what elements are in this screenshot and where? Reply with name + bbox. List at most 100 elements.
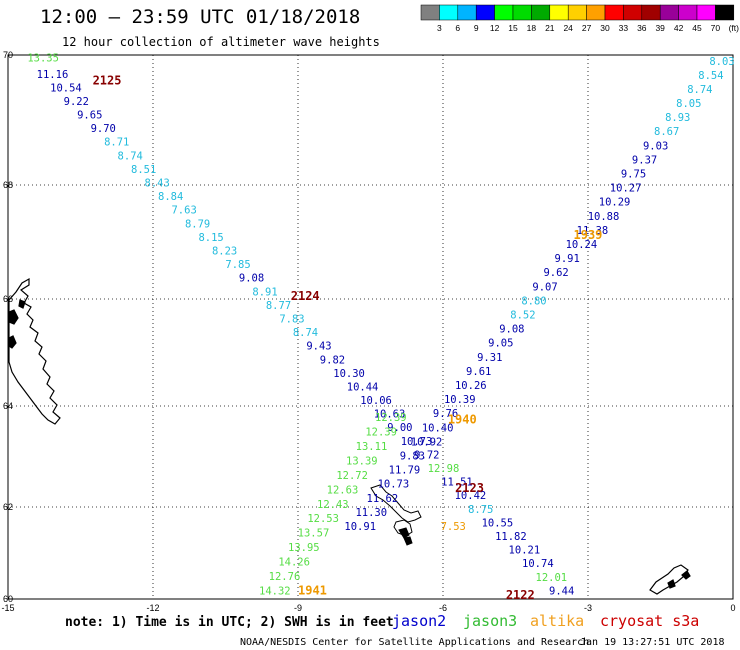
lat-axis-label: 60 <box>3 594 13 604</box>
faroe-islands <box>370 484 422 546</box>
pass-time-label: 1939 <box>574 228 603 242</box>
wave-height-label: 11.30 <box>355 507 387 519</box>
lon-axis-label: 0 <box>730 603 735 613</box>
color-scale-label: (ft) <box>729 23 740 33</box>
wave-height-label: 9.75 <box>621 169 646 181</box>
wave-height-label: 8.52 <box>510 310 535 322</box>
color-scale-swatch <box>641 4 661 21</box>
wave-height-label: 10.88 <box>588 211 620 223</box>
wave-height-label: 8.23 <box>212 245 237 257</box>
wave-height-label: 9.72 <box>414 449 439 461</box>
wave-height-label: 8.79 <box>185 218 210 230</box>
wave-height-label: 13.57 <box>298 528 330 540</box>
lat-axis-label: 64 <box>3 401 13 411</box>
color-scale-label: 70 <box>711 23 721 33</box>
color-scale-swatch <box>586 4 606 21</box>
wave-height-label: 10.30 <box>333 368 365 380</box>
color-scale-label: 9 <box>474 23 479 33</box>
wave-height-label: 9.65 <box>77 110 102 122</box>
wave-height-label: 12.63 <box>327 484 359 496</box>
wave-height-label: 8.74 <box>687 84 712 96</box>
pass-time-label: 2125 <box>93 73 122 87</box>
color-scale-label: 24 <box>563 23 573 33</box>
wave-height-label: 8.84 <box>158 191 183 203</box>
color-scale-swatch <box>475 4 495 21</box>
wave-height-label: 8.05 <box>676 98 701 110</box>
wave-height-label: 12.39 <box>375 412 407 424</box>
legend-jason3: jason3 <box>463 612 517 630</box>
lon-axis-label: -15 <box>1 603 14 613</box>
wave-height-label: 14.32 <box>259 585 291 597</box>
wave-height-label: 10.63 <box>374 409 406 421</box>
wave-height-label: 10.40 <box>422 422 454 434</box>
wave-height-label: 10.06 <box>360 395 392 407</box>
color-scale-swatch <box>531 4 551 21</box>
pass-time-label: 2124 <box>291 289 320 303</box>
color-scale-label: 27 <box>582 23 592 33</box>
pass-time-label: 1940 <box>448 413 477 427</box>
color-scale-label: 21 <box>545 23 555 33</box>
pass-time-label: 2123 <box>455 481 484 495</box>
wave-height-label: 8.77 <box>266 300 291 312</box>
wave-height-label: 12.98 <box>428 463 460 475</box>
wave-height-label: 10.54 <box>50 82 82 94</box>
wave-height-label: 8.54 <box>698 70 723 82</box>
color-scale-swatch <box>567 4 587 21</box>
wave-height-label: 8.03 <box>709 56 734 68</box>
wave-height-labels: 11.1610.549.229.659.708.718.748.518.438.… <box>27 53 734 603</box>
color-scale-swatch <box>623 4 643 21</box>
color-scale: 3 6 9 12 15 18 21 24 27 30 33 36 39 42 45 70 (ft) <box>420 4 740 33</box>
map-title: 12:00 — 23:59 UTC 01/18/2018 <box>40 6 360 28</box>
wave-height-label: 10.73 <box>401 436 433 448</box>
wave-height-label: 10.73 <box>378 479 410 491</box>
lon-axis-label: -12 <box>146 603 159 613</box>
lon-axis-label: -9 <box>294 603 302 613</box>
wave-height-label: 11.51 <box>441 477 473 489</box>
wave-height-label: 9.05 <box>488 338 513 350</box>
wave-height-label: 8.43 <box>145 178 170 190</box>
pass-time-label: 1941 <box>298 583 327 597</box>
color-scale-label: 12 <box>490 23 500 33</box>
wave-height-label: 10.92 <box>411 436 443 448</box>
map-subtitle: 12 hour collection of altimeter wave hei… <box>62 35 380 49</box>
wave-height-label: 10.44 <box>347 381 379 393</box>
lat-axis-label: 68 <box>3 180 13 190</box>
wave-height-label: 12.39 <box>365 427 397 439</box>
wave-height-label: 12.72 <box>336 470 368 482</box>
lon-axis-label: -3 <box>584 603 592 613</box>
wave-height-label: 9.03 <box>643 140 668 152</box>
wave-height-label: 11.16 <box>37 69 69 81</box>
color-scale-label: 42 <box>674 23 684 33</box>
wave-height-label: 9.44 <box>549 585 574 597</box>
wave-height-label: 8.71 <box>104 137 129 149</box>
color-scale-label: 45 <box>692 23 702 33</box>
color-scale-swatch <box>512 4 532 21</box>
lat-axis-label: 66 <box>3 294 13 304</box>
greenland-coast <box>8 277 61 425</box>
wave-height-label: 7.83 <box>279 313 304 325</box>
wave-height-label: 10.55 <box>482 517 514 529</box>
color-scale-label: 15 <box>508 23 518 33</box>
wave-height-label: 14.26 <box>278 557 310 569</box>
wave-height-label: 10.74 <box>522 558 554 570</box>
axis-labels: 70 68 66 64 62 60-15 -12 -9 -6 -3 0 <box>1 50 735 613</box>
credit-agency: NOAA/NESDIS Center for Satellite Applica… <box>240 637 589 648</box>
wave-height-label: 13.35 <box>27 53 59 65</box>
wave-height-label: 9.62 <box>543 267 568 279</box>
wave-height-label: 8.67 <box>654 126 679 138</box>
color-scale-label: 6 <box>455 23 460 33</box>
wave-height-label: 13.39 <box>346 455 378 467</box>
color-scale-label: 3 <box>437 23 442 33</box>
lat-axis-label: 70 <box>3 50 13 60</box>
color-scale-swatch <box>696 4 716 21</box>
wave-height-label: 8.91 <box>252 286 277 298</box>
wave-height-label: 10.42 <box>455 490 487 502</box>
wave-height-label: 10.24 <box>566 239 598 251</box>
wave-height-label: 9.08 <box>239 273 264 285</box>
wave-height-label: 12.01 <box>536 572 568 584</box>
wave-height-label: 9.31 <box>477 352 502 364</box>
wave-height-label: 10.27 <box>610 183 642 195</box>
color-scale-label: 18 <box>527 23 537 33</box>
wave-height-label: 10.39 <box>444 394 476 406</box>
wave-height-label: 12.53 <box>307 513 339 525</box>
